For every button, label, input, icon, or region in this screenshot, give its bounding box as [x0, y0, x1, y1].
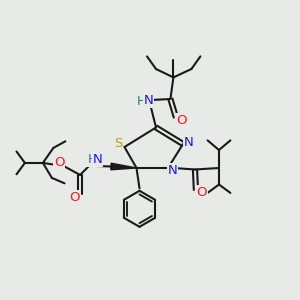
Text: S: S [114, 137, 122, 150]
Text: N: N [184, 136, 194, 149]
Text: O: O [176, 114, 187, 127]
Text: O: O [69, 191, 80, 204]
Polygon shape [111, 163, 136, 170]
Text: N: N [144, 94, 153, 107]
Text: N: N [93, 153, 102, 167]
Text: H: H [137, 94, 146, 108]
Text: O: O [54, 156, 64, 170]
Text: O: O [196, 186, 207, 200]
Text: N: N [168, 164, 177, 178]
Text: H: H [87, 153, 97, 166]
